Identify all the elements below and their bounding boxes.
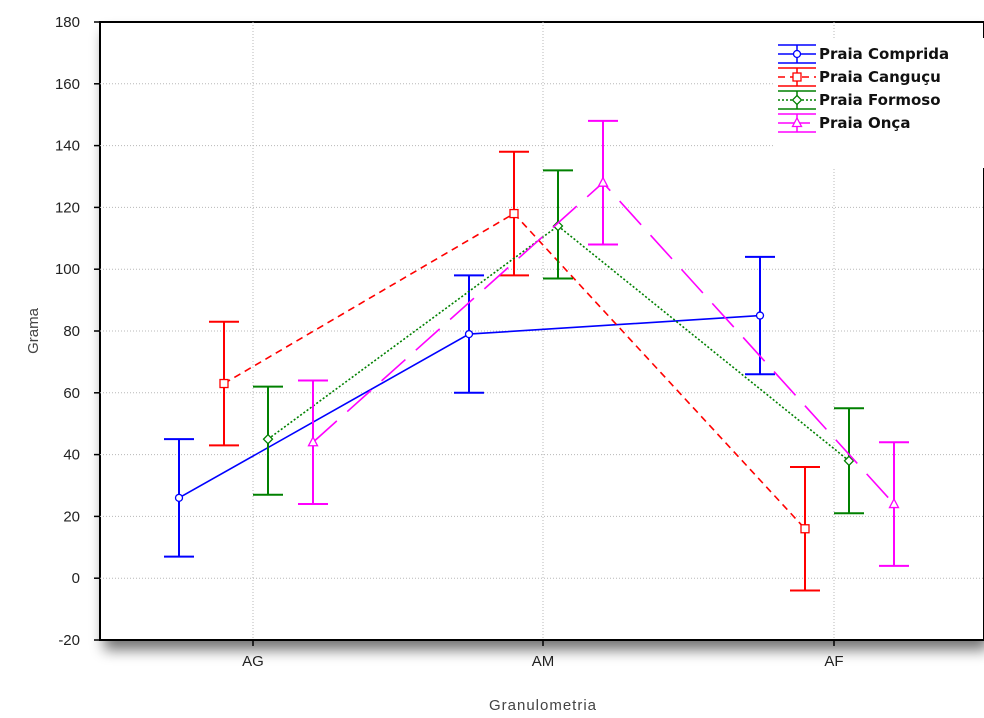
data-point — [262, 433, 274, 445]
legend: Praia Comprida Praia Canguçu Praia Formoso… — [774, 38, 984, 168]
legend-marker — [792, 49, 802, 59]
legend-marker — [791, 94, 803, 106]
legend-marker — [792, 72, 802, 82]
y-tick-label: 80 — [63, 323, 80, 340]
legend-item: Praia Comprida — [778, 44, 949, 64]
legend-item: Praia Onça — [778, 113, 910, 133]
legend-item: Praia Formoso — [778, 90, 941, 110]
x-tick-label: AF — [824, 653, 843, 670]
x-axis: AG AM AF — [242, 640, 844, 670]
y-tick-label: 20 — [63, 508, 80, 525]
series-4 — [298, 119, 909, 567]
legend-background — [774, 38, 984, 168]
y-tick-label: 120 — [55, 199, 80, 216]
y-axis: -20 0 20 40 60 80 100 120 140 160 180 — [55, 14, 100, 649]
y-tick-label: 0 — [72, 570, 80, 587]
legend-label: Praia Onça — [819, 114, 910, 132]
legend-label: Praia Formoso — [819, 91, 941, 109]
legend-label: Praia Canguçu — [819, 68, 941, 86]
data-point — [219, 378, 229, 389]
x-axis-title: Granulometria — [489, 697, 597, 714]
y-tick-label: -20 — [58, 632, 80, 649]
x-tick-label: AM — [532, 653, 555, 670]
legend-label: Praia Comprida — [819, 45, 949, 63]
data-point — [174, 493, 184, 503]
y-tick-label: 60 — [63, 385, 80, 402]
data-point — [888, 497, 900, 509]
data-point — [464, 329, 474, 339]
y-axis-title: Grama — [25, 307, 42, 354]
data-point — [552, 220, 564, 232]
y-tick-label: 40 — [63, 447, 80, 464]
data-point — [843, 455, 855, 467]
series-line — [267, 224, 850, 462]
y-tick-label: 100 — [55, 261, 80, 278]
data-point — [307, 435, 319, 447]
legend-item: Praia Canguçu — [778, 67, 941, 87]
data-point — [597, 176, 609, 187]
y-tick-label: 160 — [55, 76, 80, 93]
series-1 — [164, 255, 775, 558]
data-point — [509, 208, 519, 219]
x-tick-label: AG — [242, 653, 264, 670]
data-point — [755, 311, 765, 320]
y-tick-label: 140 — [55, 138, 80, 155]
series-2 — [209, 150, 820, 592]
series-layer — [164, 119, 909, 592]
series-3 — [253, 169, 864, 515]
legend-marker — [791, 116, 803, 128]
y-tick-label: 180 — [55, 14, 80, 31]
data-point — [800, 524, 810, 534]
grid — [100, 22, 984, 640]
